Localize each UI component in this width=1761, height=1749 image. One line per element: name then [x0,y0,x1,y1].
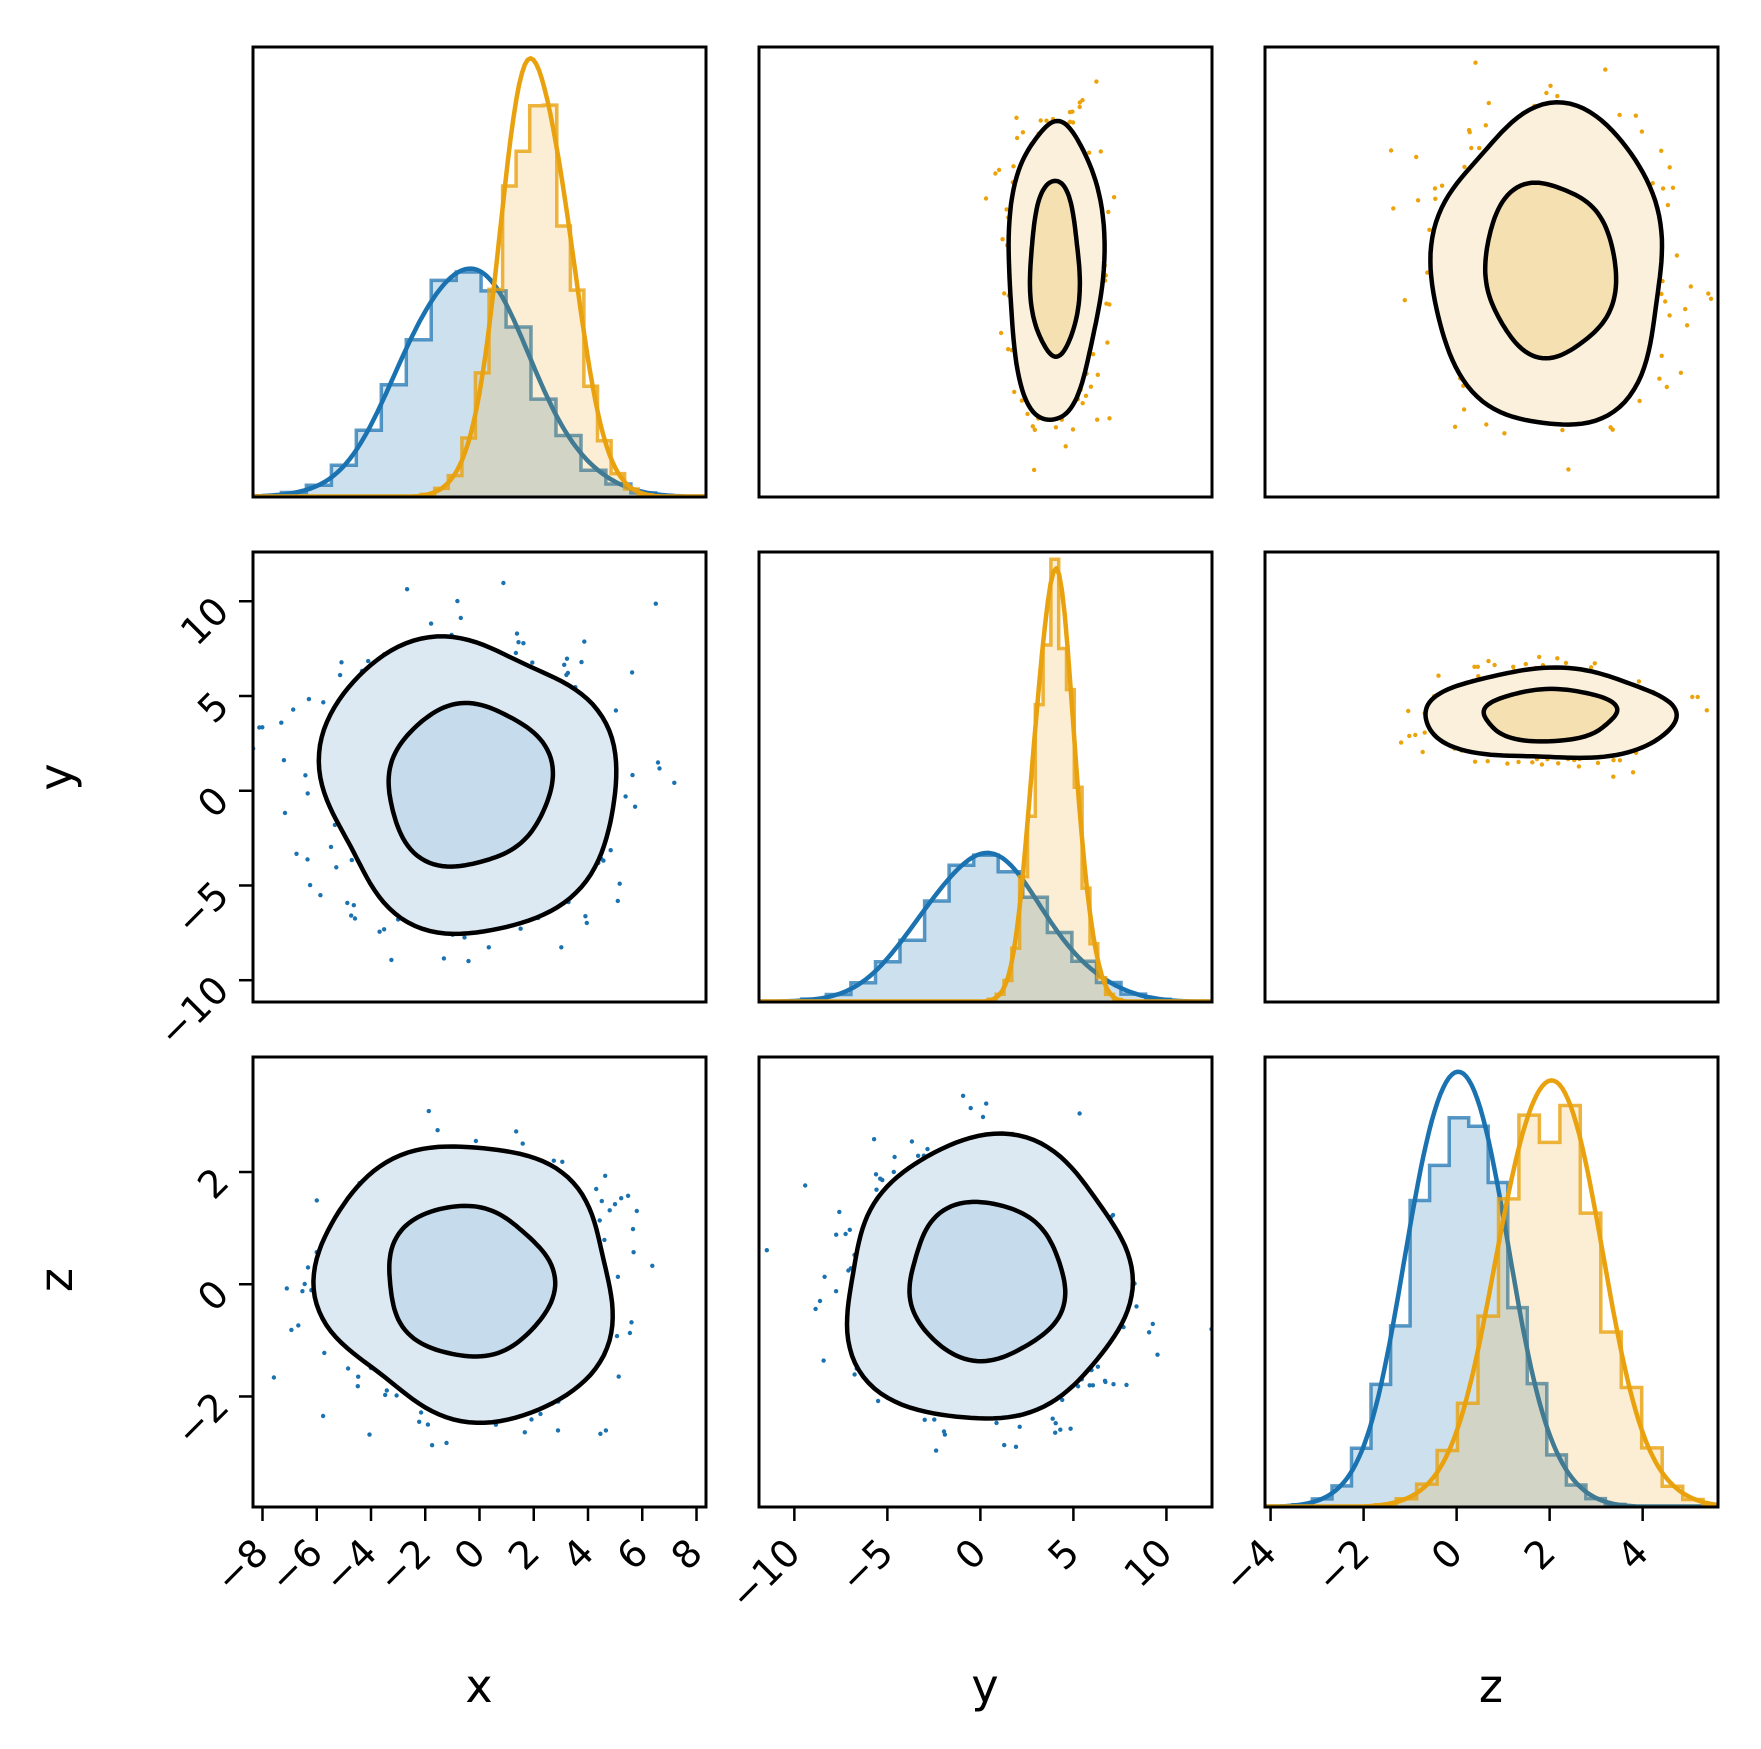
panel-content [254,580,677,964]
panel-content [760,557,1211,1001]
series-blue-contours [316,634,619,937]
panel-frame [757,550,1214,1004]
panel-x-y [757,45,1214,499]
panel-y-x [251,550,708,1004]
series-blue-histogram-fill [801,855,1171,1001]
panel-background [1265,552,1718,1002]
panel-background [759,47,1212,497]
series-blue-contours [311,1144,615,1426]
panel-content [1388,60,1714,472]
panel-x-z [1263,45,1720,499]
y-axis-title-left: y [29,763,83,790]
panel-frame [1263,1055,1720,1509]
panel-y-z [1263,550,1720,1004]
series-orange-contour-inner [1482,180,1619,361]
y-axis-title-bottom: y [971,1659,998,1713]
pairplot-panels [251,45,1720,1509]
series-orange-contour-inner [1481,686,1620,744]
panel-content [271,1108,655,1448]
series-orange-kde-curve [254,56,705,496]
panel-content [1398,654,1710,779]
panel-y-y [757,550,1214,1004]
series-blue-contour-inner [387,1203,558,1359]
series-orange-histogram-fill [1375,1105,1717,1506]
series-orange-contours [1423,665,1679,761]
panel-z-x [251,1055,708,1509]
panel-content [1266,1069,1717,1506]
panel-x-x [251,45,708,499]
panel-content [983,79,1117,473]
z-axis-title-left: z [29,1268,83,1292]
series-blue-contour-inner [386,700,556,869]
panel-content [764,1093,1211,1453]
panel-frame [251,550,708,1004]
panel-z-y [757,1055,1214,1509]
series-blue-kde-curve [1266,1069,1717,1506]
panel-frame [757,45,1214,499]
series-blue-contour-inner [907,1199,1068,1364]
series-blue-contours [844,1131,1136,1421]
x-axis-title-bottom: x [465,1659,492,1713]
series-orange-contours [1006,118,1107,422]
series-orange-contours [1428,100,1665,427]
series-blue-kde-curve [760,850,1211,1001]
panel-frame [1263,550,1720,1004]
panel-frame [251,45,708,499]
series-orange-kde-curve [1266,1078,1717,1506]
panel-frame [757,1055,1214,1509]
panel-background [759,552,1212,1002]
panel-z-z [1263,1055,1720,1509]
panel-frame [1263,45,1720,499]
z-axis-title-bottom: z [1479,1659,1503,1713]
panel-content [254,56,705,496]
series-orange-contour-inner [1027,178,1083,359]
